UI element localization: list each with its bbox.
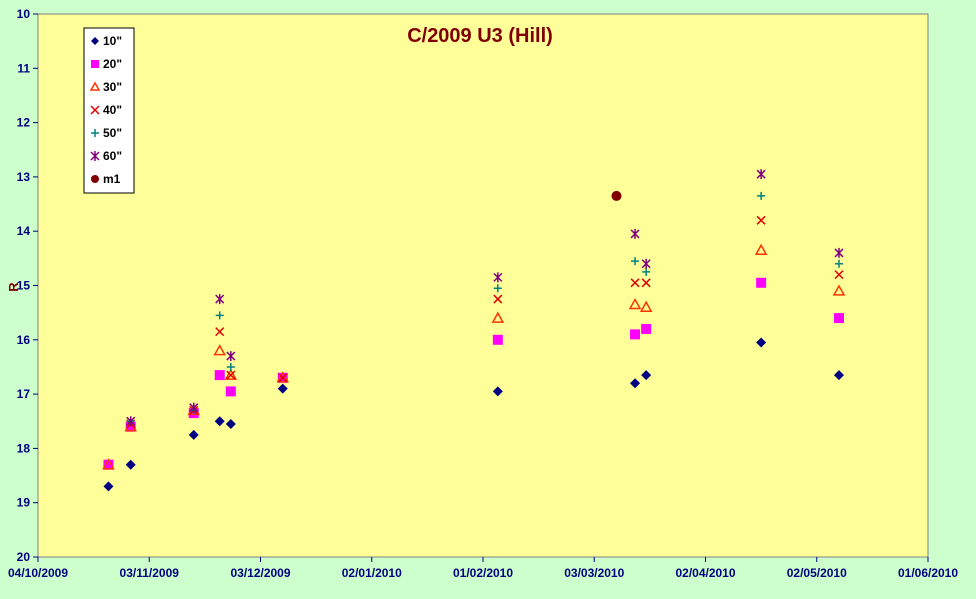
data-point [125,421,136,432]
data-point [756,215,766,225]
data-point [225,386,236,397]
data-point [641,323,652,334]
data-point [834,270,844,280]
data-marks [102,169,846,492]
data-point [630,228,640,239]
y-tick-label: 19 [17,496,31,510]
data-point [641,258,651,269]
data-point [103,459,114,470]
chart-title: C/2009 U3 (Hill) [407,25,553,47]
data-point [631,257,640,266]
axes: 10 11 12 13 14 15 16 17 18 19 20 04/10/2009 03/11/20… [8,7,958,580]
legend-marker [91,129,99,137]
data-point [103,481,114,492]
x-tick-label: 01/06/2010 [898,566,958,580]
data-point [756,337,767,348]
y-tick-label: 20 [17,550,31,564]
data-point [214,416,225,427]
y-tick-label: 14 [17,224,31,238]
data-point [226,362,235,371]
data-point [628,297,642,310]
x-tick-label: 02/01/2010 [342,566,402,580]
data-point [835,259,843,268]
legend-label: 50" [103,126,122,140]
data-point [102,458,115,470]
x-tick-label: 03/03/2010 [564,566,624,580]
data-point [189,402,199,413]
y-tick-label: 12 [17,116,31,130]
data-point [492,334,503,345]
legend-marker [89,81,101,91]
data-point [492,386,503,397]
data-point [491,311,505,323]
legend-label: 10" [103,34,122,48]
legend-marker [90,105,100,115]
data-point [630,378,641,389]
x-tick-label: 02/05/2010 [787,566,847,580]
data-point [277,383,288,394]
data-point [493,284,502,293]
data-point [213,344,226,356]
x-tick-label: 04/10/2009 [8,566,68,580]
legend-label: 40" [103,103,122,117]
y-tick-label: 16 [17,333,31,347]
data-point [757,191,766,200]
data-point [493,272,503,283]
data-point [630,329,641,340]
data-point [215,327,225,337]
data-point [188,429,199,440]
data-point [278,373,288,383]
data-point [641,278,651,288]
data-point [225,418,236,429]
x-tick-label: 02/04/2010 [675,566,735,580]
data-point [224,368,238,380]
data-point [642,267,651,276]
x-tick-label: 03/12/2009 [230,566,290,580]
legend: 10" 20" 30" 40" 50" 60" m1 [83,27,135,194]
y-tick-label: 15 [17,279,31,293]
data-point [834,247,844,258]
x-tick-label: 03/11/2009 [120,566,180,580]
y-tick-label: 11 [17,61,30,75]
y-tick-label: 10 [17,7,31,21]
data-point [832,284,846,296]
data-point [126,416,136,427]
legend-marker [91,37,99,45]
data-point [226,351,236,362]
legend-box [83,27,135,194]
data-point [493,294,503,304]
y-tick-label: 18 [17,441,31,455]
plot-area [37,13,929,558]
data-point [611,190,622,201]
legend-label: 20" [103,57,122,71]
data-point [125,459,136,470]
data-point [834,313,844,324]
data-point [214,370,225,381]
data-point [276,371,290,383]
legend-marker [91,60,99,68]
data-point [756,169,766,180]
data-point [756,277,767,288]
data-point [754,243,768,255]
legend-marker [90,151,100,161]
legend-label: 60" [103,149,122,163]
legend-label: m1 [103,172,121,186]
x-tick-label: 01/02/2010 [453,566,513,580]
data-point [630,278,640,288]
y-axis-label: R [6,282,21,292]
legend-marker [91,175,99,183]
data-point [639,300,653,312]
y-tick-label: 13 [17,170,31,184]
data-point [641,370,652,381]
data-point [834,370,844,381]
legend-label: 30" [103,80,122,94]
y-tick-label: 17 [17,387,31,401]
data-point [215,311,224,320]
data-point [215,294,225,305]
data-point [226,370,236,380]
